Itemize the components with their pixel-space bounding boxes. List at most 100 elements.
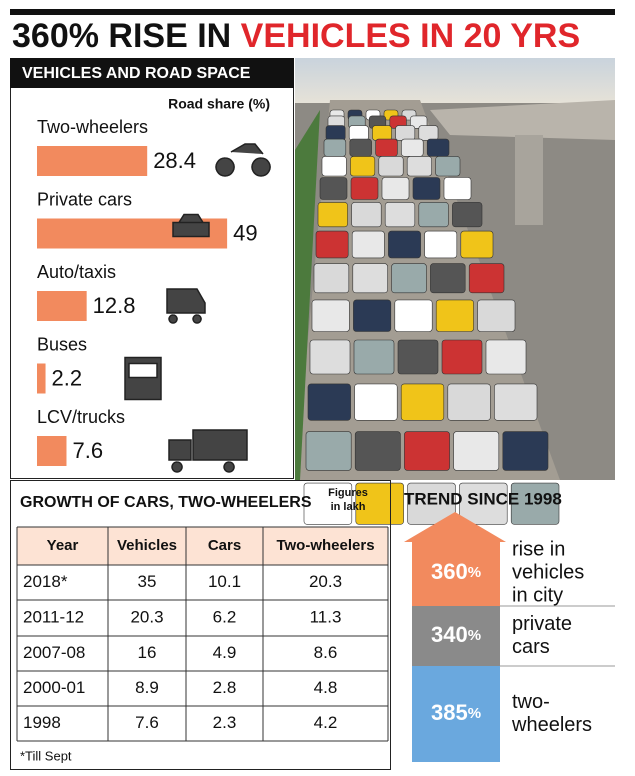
car [406, 156, 432, 177]
trend-block [412, 606, 500, 666]
median [295, 110, 320, 480]
flyover [430, 100, 615, 140]
car [494, 383, 538, 421]
bar [37, 363, 46, 394]
table-cell: 2000-01 [23, 678, 85, 697]
panel-header [10, 58, 294, 88]
car [510, 482, 560, 525]
car [443, 177, 472, 200]
table-cell: 8.6 [314, 643, 338, 662]
car [418, 125, 439, 141]
car [303, 482, 353, 525]
bar [37, 436, 67, 466]
pillar [515, 135, 543, 225]
table-cell: 20.3 [130, 607, 163, 626]
car [354, 431, 401, 471]
table-cell: 6.2 [213, 607, 237, 626]
car [305, 431, 352, 471]
table-cell: 35 [138, 572, 157, 591]
car [400, 383, 445, 421]
headline-part: VEHICLES IN 20 YRS [241, 17, 581, 55]
category-label: Private cars [37, 189, 132, 209]
car [394, 299, 433, 332]
headline-part: 360% RISE IN [12, 17, 231, 55]
category-label: Two-wheelers [37, 117, 148, 137]
table-cell: 2007-08 [23, 643, 85, 662]
trend-number: 360 [431, 559, 468, 584]
vehicle-icon [166, 288, 206, 324]
photo-sky [295, 58, 615, 103]
car [323, 138, 347, 157]
table-cell: 8.9 [135, 678, 159, 697]
table-cell: 4.2 [314, 713, 338, 732]
car [355, 482, 404, 525]
trend-label: two- [512, 691, 550, 713]
table-cell: 4.9 [213, 643, 237, 662]
car [401, 138, 424, 157]
car [313, 263, 350, 294]
car [397, 339, 439, 375]
vehicle-icon [168, 429, 248, 473]
bar [37, 146, 148, 176]
vehicle-icon [172, 213, 210, 238]
table-cell: 2018* [23, 572, 68, 591]
car [452, 202, 483, 228]
trend-label: vehicles [512, 561, 584, 583]
car [325, 125, 346, 141]
trend-label: rise in [512, 538, 565, 560]
chart-title: VEHICLES AND ROAD SPACE [22, 65, 251, 82]
table-border [10, 480, 391, 770]
table-cell: 1998 [23, 713, 61, 732]
car [485, 339, 527, 375]
table-cell: 2.3 [213, 713, 237, 732]
trend-value: 340% [431, 622, 481, 647]
trend-label: private [512, 613, 572, 635]
car [319, 177, 348, 200]
trend-label: cars [512, 636, 550, 658]
trend-value: 385% [431, 700, 481, 725]
car [348, 125, 369, 141]
value-label: 2.2 [52, 365, 83, 390]
car [391, 263, 427, 294]
table-cell: 2.8 [213, 678, 237, 697]
car [309, 339, 351, 375]
trend-number: 385 [431, 700, 468, 725]
car [459, 482, 508, 525]
car [426, 138, 450, 157]
car [375, 138, 398, 157]
table-note: Figures [328, 487, 368, 499]
trend-title: TREND SINCE 1998 [404, 489, 562, 508]
trend-label: wheelers [511, 714, 592, 736]
car [354, 383, 398, 421]
car [350, 156, 376, 177]
car [453, 431, 500, 471]
headline: 360% RISE IN VEHICLES IN 20 YRS [12, 17, 580, 55]
car [404, 431, 450, 471]
table-note: in lakh [331, 501, 366, 513]
table-cell: 16 [138, 643, 157, 662]
car [435, 299, 474, 332]
table-cell: 2011-12 [23, 607, 84, 626]
car [447, 383, 491, 421]
trend-value: 360% [431, 559, 481, 584]
trend-unit: % [468, 564, 481, 581]
car [502, 431, 549, 471]
traffic-photo [295, 58, 615, 525]
table-header-bg [17, 527, 388, 565]
car [317, 202, 348, 228]
column-header: Vehicles [117, 537, 177, 554]
value-label: 49 [233, 220, 257, 245]
car [424, 230, 458, 259]
table-cell: 7.6 [135, 713, 159, 732]
value-label: 12.8 [93, 293, 136, 318]
car [353, 299, 392, 332]
car [384, 202, 416, 228]
car [315, 230, 349, 259]
car [441, 339, 483, 375]
trend-label: in city [512, 584, 563, 606]
category-label: Auto/taxis [37, 262, 116, 282]
trend-unit: % [468, 627, 481, 644]
car [351, 202, 382, 228]
table-cell: 11.3 [310, 607, 342, 626]
